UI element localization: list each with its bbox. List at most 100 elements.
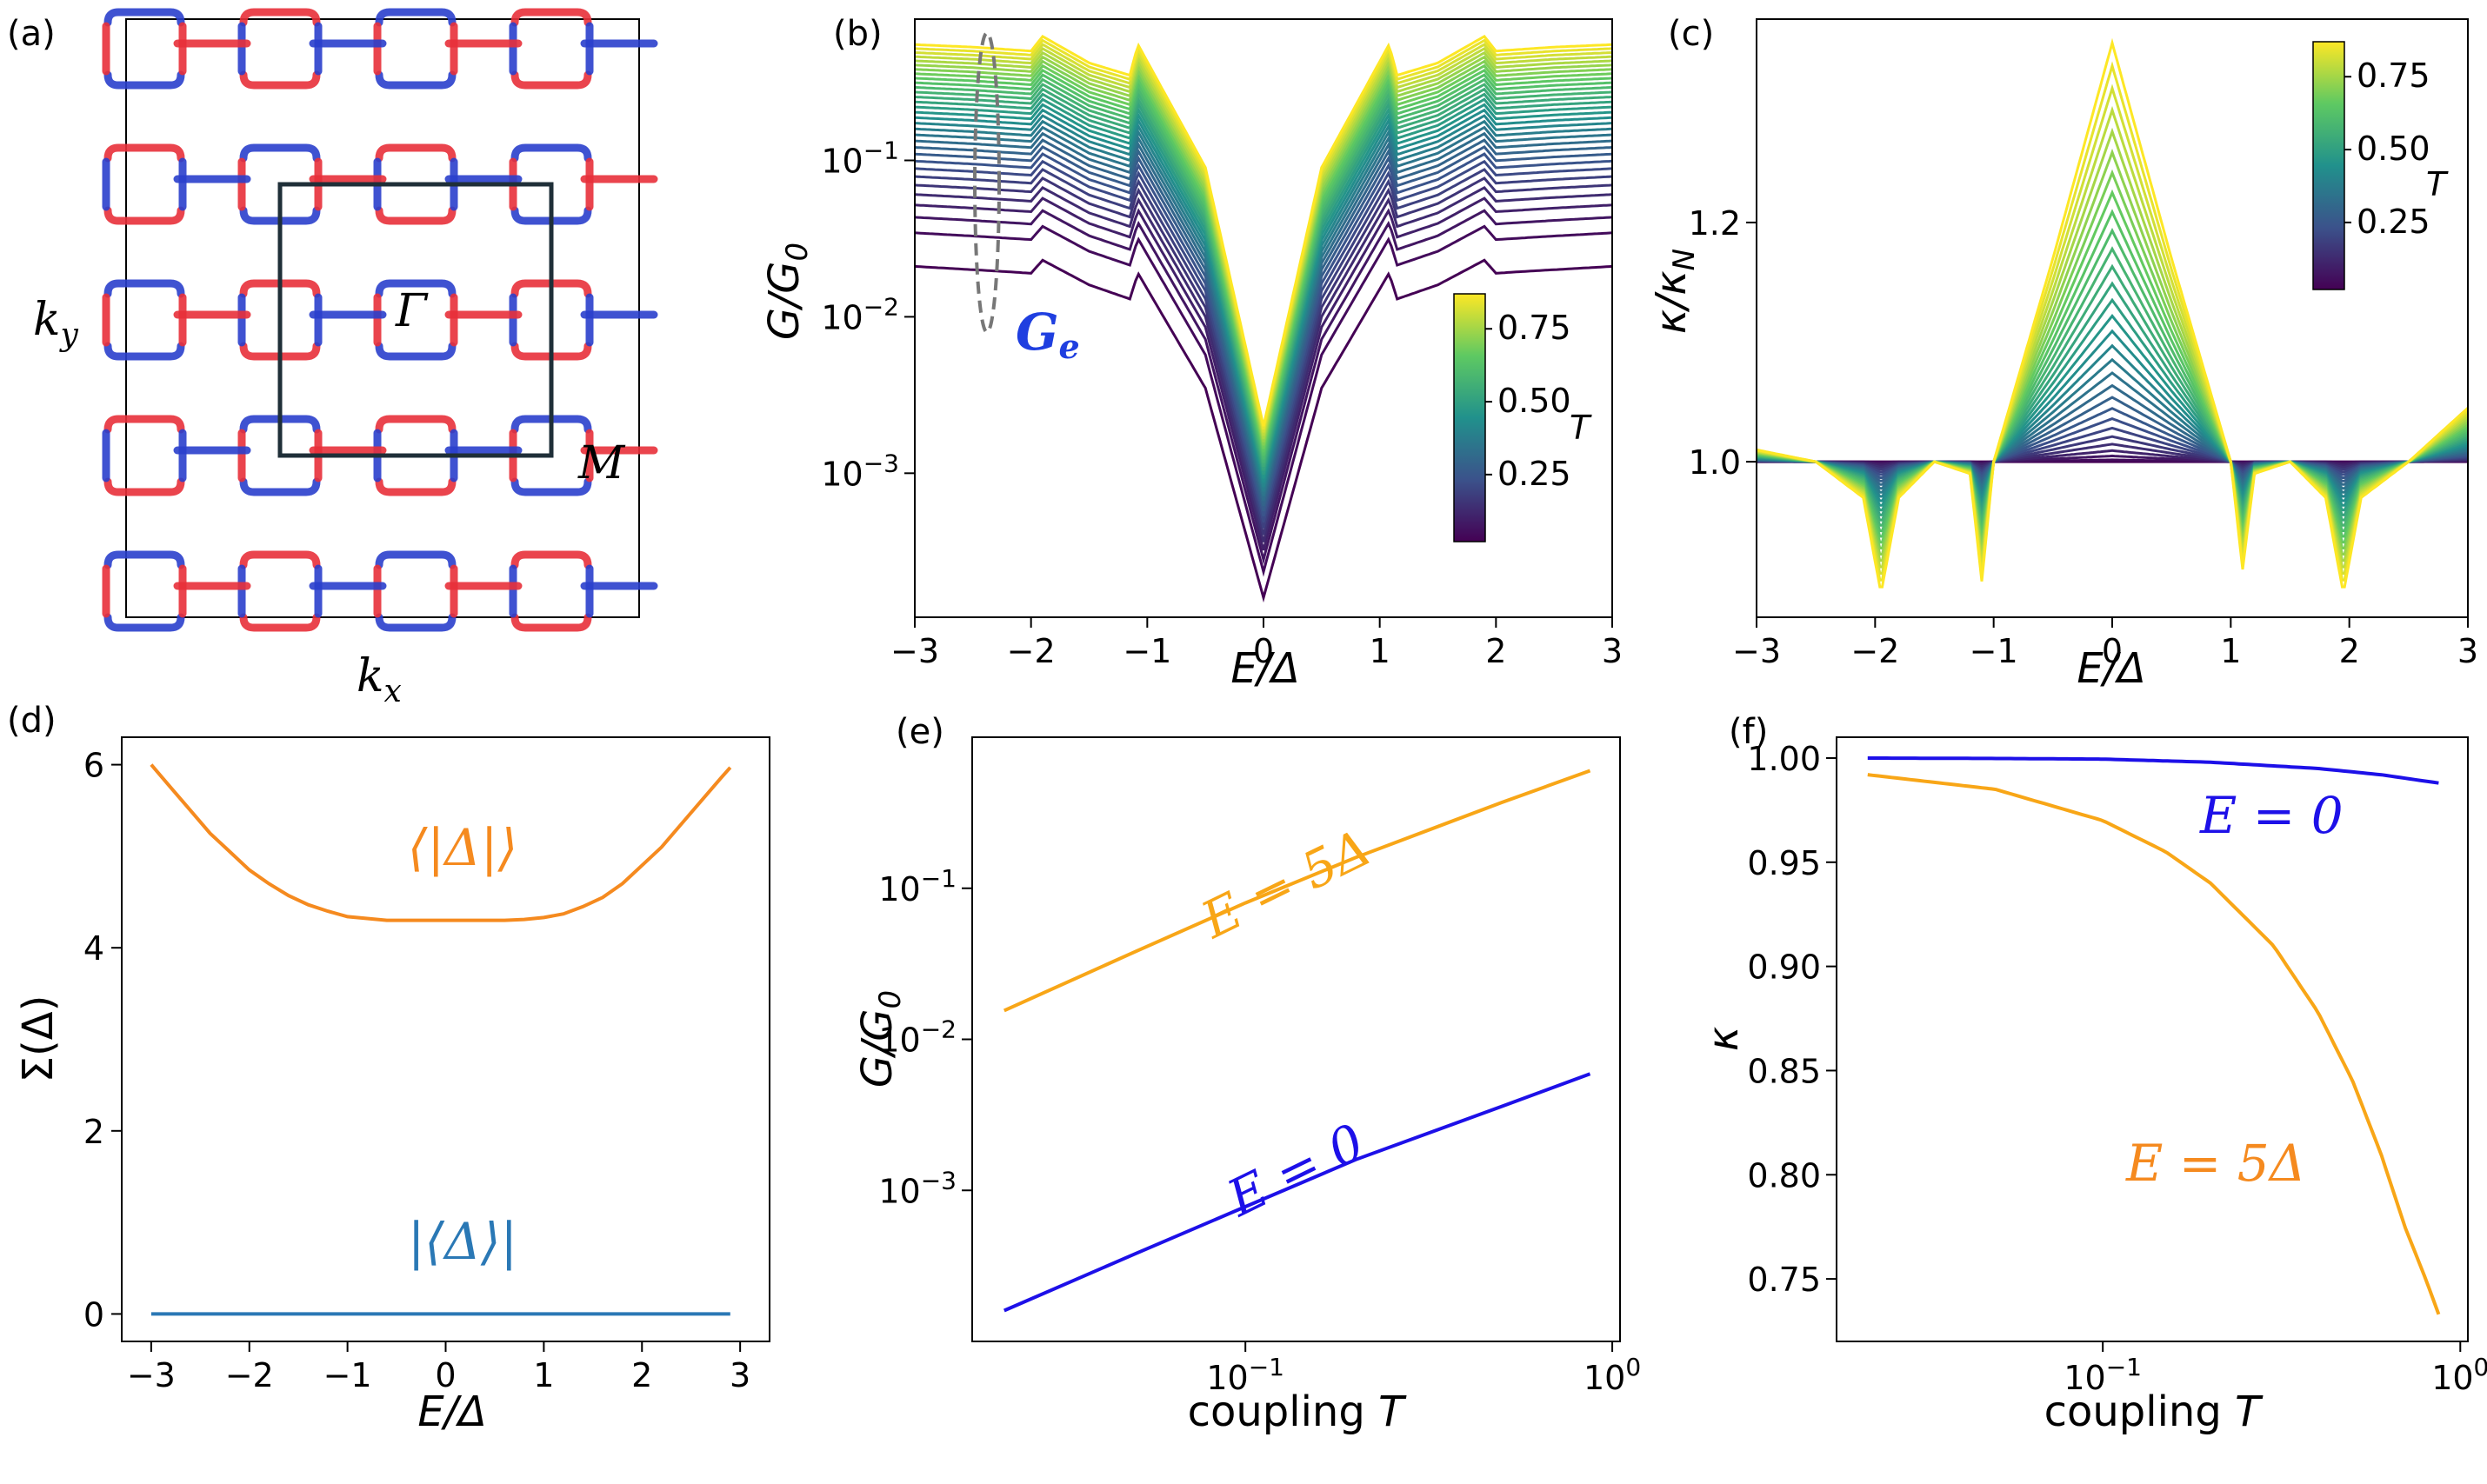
conductance-curve xyxy=(914,168,1613,529)
x-tick-label: 2 xyxy=(1485,632,1506,670)
fermi-arc xyxy=(239,550,321,569)
kappa-curve xyxy=(1756,426,2469,474)
x-tick-label: 2 xyxy=(631,1356,652,1394)
kappa-curve xyxy=(1756,383,2469,487)
panel-c-ylabel: κ/κN xyxy=(1647,249,1702,334)
fermi-arc xyxy=(375,342,457,361)
conductance-curve xyxy=(914,43,1613,433)
kappa-curve xyxy=(1756,396,2469,482)
series-line-0 xyxy=(150,763,732,922)
panel-f-ylabel: κ xyxy=(1699,1026,1748,1051)
conductance-curve xyxy=(914,119,1613,492)
kappa-curve xyxy=(1756,343,2469,499)
conductance-curve xyxy=(914,186,1613,542)
fermi-arc xyxy=(375,143,457,163)
y-tick-label: 1.00 xyxy=(1747,740,1821,778)
y-tick-label: 0.75 xyxy=(1747,1261,1821,1299)
y-tick-label: 0.80 xyxy=(1747,1156,1821,1195)
x-tick-label: 1 xyxy=(533,1356,554,1394)
fermi-arc xyxy=(375,613,457,632)
y-tick-label: 0.95 xyxy=(1747,844,1821,882)
label-f-e-5delta: E = 5Δ xyxy=(2125,1134,2306,1193)
kappa-curve xyxy=(1757,449,2468,467)
conductance-curve xyxy=(914,176,1613,536)
fermi-arc xyxy=(510,70,592,90)
fermi-arc xyxy=(103,279,185,298)
panel-b-ticks: −3 −2 −1 0 1 2 3 10−3 10−2 10−1 xyxy=(821,136,1623,670)
fermi-arc xyxy=(103,143,185,163)
fermi-arc xyxy=(103,206,185,225)
x-tick-label: −3 xyxy=(1732,632,1781,670)
conductance-curve xyxy=(914,46,1613,436)
panel-f-frame xyxy=(1836,736,2469,1342)
fermi-arc xyxy=(239,143,321,163)
panel-c-colorbar-ticks: 0.25 0.50 0.75 xyxy=(2344,57,2430,241)
panel-c-colorbar-label: T xyxy=(2426,165,2449,203)
kappa-curve xyxy=(1756,228,2469,533)
legend-abs-mean-delta: |⟨Δ⟩| xyxy=(408,1212,517,1271)
panel-f: (f) 10−1 100 0.75 0.80 0.85 0.90 0.95 1.00 E = … xyxy=(1699,712,2487,1436)
fermi-arc xyxy=(103,550,185,569)
panel-f-label: (f) xyxy=(1729,712,1768,752)
conductance-curve xyxy=(914,108,1613,483)
panel-d: (d) −3 −2 −1 0 1 2 3 0 2 4 6 ⟨|Δ|⟩ |⟨Δ⟩| E/Δ Σ(Δ) xyxy=(7,701,770,1436)
panel-c-colorbar xyxy=(2312,41,2345,290)
x-tick-label: −2 xyxy=(225,1356,274,1394)
y-tick-label: 6 xyxy=(83,747,104,785)
x-tick-label: 10−1 xyxy=(2064,1353,2142,1397)
panel-b-label: (b) xyxy=(833,14,883,54)
fermi-arc xyxy=(103,613,185,632)
conductance-curve xyxy=(914,138,1613,506)
legend-mean-abs-delta: ⟨|Δ|⟩ xyxy=(408,818,517,877)
panel-f-curves xyxy=(1867,756,2441,1315)
fermi-arc xyxy=(103,477,185,496)
panel-b-xlabel: E/Δ xyxy=(1230,644,1299,693)
fermi-surface-map xyxy=(102,8,658,632)
ge-ellipse xyxy=(973,31,1001,334)
x-tick-label: 100 xyxy=(2431,1353,2487,1397)
conductance-curve xyxy=(914,34,1613,427)
fermi-arc xyxy=(510,613,592,632)
panel-e-label: (e) xyxy=(896,712,944,752)
kappa-curve xyxy=(1756,371,2469,490)
x-tick-label: 100 xyxy=(1584,1353,1641,1397)
conductance-curve xyxy=(914,131,1613,502)
conductance-curve xyxy=(914,224,1613,577)
kappa-curve xyxy=(1756,313,2469,509)
kappa-curve xyxy=(1756,263,2469,522)
conductance-curve xyxy=(914,258,1613,603)
ky-axis-label: ky xyxy=(33,294,79,353)
y-tick-label: 0.90 xyxy=(1747,948,1821,987)
conductance-curve xyxy=(914,152,1613,517)
y-tick-label: 2 xyxy=(83,1113,104,1151)
panel-a-label: (a) xyxy=(7,14,56,54)
conductance-curve xyxy=(914,50,1613,439)
y-tick-label: 0.85 xyxy=(1747,1052,1821,1090)
conductance-curve xyxy=(914,38,1613,430)
panel-c-xlabel: E/Δ xyxy=(2077,644,2145,693)
fermi-arc xyxy=(510,477,592,496)
x-tick-label: 10−1 xyxy=(1206,1353,1284,1397)
x-tick-label: 0 xyxy=(2102,632,2123,670)
panel-b: (b) −3 −2 −1 0 1 2 310−310−210−1 Ge 0.250.500.… xyxy=(760,14,1623,693)
fermi-arc xyxy=(239,613,321,632)
x-tick-label: −3 xyxy=(127,1356,176,1394)
kappa-curve xyxy=(1756,281,2469,516)
x-tick-label: 0 xyxy=(435,1356,456,1394)
panel-f-ticks: 10−1 100 0.75 0.80 0.85 0.90 0.95 1.00 xyxy=(1747,740,2487,1397)
fermi-arc xyxy=(375,477,457,496)
kappa-curve xyxy=(1756,246,2469,527)
series-line-1 xyxy=(1003,1072,1591,1313)
fermi-arc xyxy=(375,206,457,225)
panel-b-colorbar xyxy=(1453,293,1486,542)
fermi-arc xyxy=(103,415,185,434)
m-point-label: M xyxy=(577,437,626,489)
colorbar-tick-label: 0.25 xyxy=(2357,203,2430,241)
conductance-curve xyxy=(914,196,1613,551)
fermi-arc xyxy=(103,8,185,27)
x-tick-label: −2 xyxy=(1850,632,1899,670)
panel-c: (c) −3 −2 −1 0 1 2 31.01.2 0.250.500.75 T E/Δ … xyxy=(1647,14,2478,693)
kappa-curve xyxy=(1756,443,2469,469)
conductance-curve xyxy=(914,159,1613,522)
